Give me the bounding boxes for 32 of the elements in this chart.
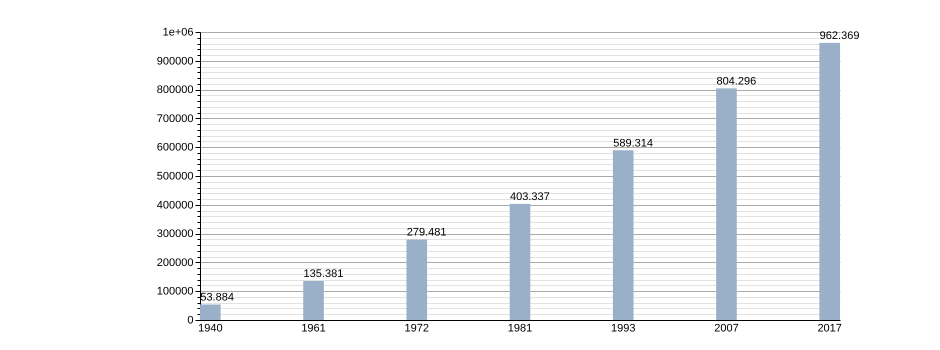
bar (200, 304, 221, 320)
y-tick-label: 400000 (156, 199, 194, 212)
data-label: 589.314 (613, 137, 653, 150)
x-tick-label: 2007 (714, 322, 739, 334)
x-tick-label: 1981 (508, 322, 532, 334)
data-label: 962.369 (820, 30, 860, 42)
x-tick-label: 1961 (301, 322, 326, 334)
bar (406, 240, 428, 320)
y-tick-label: 100000 (156, 286, 194, 298)
bar (819, 42, 840, 320)
y-tick-label: 200000 (156, 256, 194, 269)
y-tick-label: 1e+06 (162, 26, 194, 38)
data-label: 403.337 (510, 190, 550, 203)
y-tick-label: 0 (187, 314, 194, 326)
bar (612, 150, 634, 320)
y-tick-label: 800000 (156, 84, 194, 96)
y-tick-label: 500000 (156, 170, 194, 182)
bar (716, 88, 737, 320)
y-tick-label: 300000 (156, 228, 194, 240)
x-tick-label: 1993 (610, 322, 636, 334)
x-tick-label: 1940 (198, 322, 223, 334)
x-tick-label: 1972 (404, 322, 430, 334)
bar (303, 281, 324, 320)
y-tick-label: 900000 (156, 55, 194, 68)
data-label: 135.381 (304, 268, 344, 280)
data-label: 53.884 (200, 291, 234, 304)
x-tick-label: 2017 (817, 322, 842, 334)
data-label: 279.481 (406, 226, 447, 239)
data-label: 804.296 (716, 75, 756, 88)
bar (510, 204, 530, 320)
y-tick-label: 600000 (156, 142, 194, 154)
y-tick-label: 700000 (156, 112, 194, 125)
